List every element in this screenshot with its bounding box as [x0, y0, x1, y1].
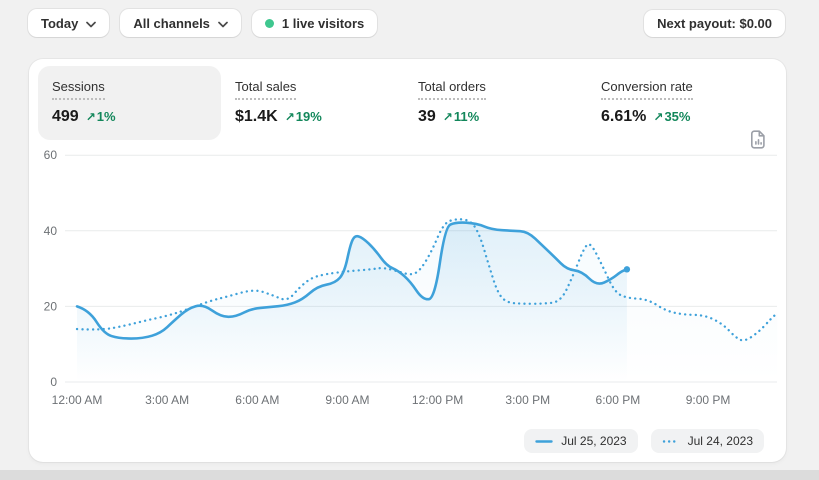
- chart-canvas: 0 20 40 60 12:00 AM 3:00 AM 6:00 AM 9:00 AM 12:0…: [44, 148, 779, 407]
- date-range-button[interactable]: Today: [28, 9, 110, 37]
- solid-line-swatch-icon: [535, 439, 553, 443]
- report-chart-icon[interactable]: [749, 129, 768, 155]
- live-visitors-button[interactable]: 1 live visitors: [251, 9, 378, 37]
- metric-value: 6.61%: [601, 107, 647, 125]
- svg-text:3:00 AM: 3:00 AM: [145, 393, 189, 407]
- chevron-down-icon: [218, 16, 228, 31]
- date-range-label: Today: [41, 15, 79, 31]
- live-visitors-label: 1 live visitors: [281, 15, 365, 31]
- up-right-arrow-icon: ↗: [653, 109, 664, 124]
- dotted-line-swatch-icon: [662, 439, 680, 443]
- topbar: Today All channels 1 live visitors Next …: [0, 0, 819, 46]
- svg-text:6:00 PM: 6:00 PM: [596, 393, 641, 407]
- live-dot-icon: [264, 18, 274, 28]
- tab-total-sales[interactable]: Total sales $1.4K ↗19%: [221, 66, 404, 140]
- metric-value: $1.4K: [235, 107, 278, 125]
- svg-text:3:00 PM: 3:00 PM: [505, 393, 550, 407]
- svg-text:60: 60: [44, 148, 58, 162]
- sessions-chart: 0 20 40 60 12:00 AM 3:00 AM 6:00 AM 9:00 AM 12:0…: [29, 147, 785, 419]
- channels-label: All channels: [133, 15, 210, 31]
- metric-delta: ↗1%: [85, 108, 116, 124]
- up-right-arrow-icon: ↗: [85, 109, 96, 124]
- metric-label: Total orders: [418, 79, 486, 100]
- viewport-bottom-edge: [0, 470, 819, 480]
- metric-label: Total sales: [235, 79, 297, 100]
- metric-tabs: Sessions 499 ↗1% Total sales $1.4K ↗19% …: [29, 59, 786, 140]
- chart-legend: Jul 25, 2023 Jul 24, 2023: [524, 429, 764, 453]
- analytics-card: Sessions 499 ↗1% Total sales $1.4K ↗19% …: [29, 59, 786, 462]
- metric-label: Conversion rate: [601, 79, 693, 100]
- svg-text:12:00 AM: 12:00 AM: [52, 393, 103, 407]
- next-payout-button[interactable]: Next payout: $0.00: [644, 9, 785, 37]
- metric-delta: ↗19%: [284, 108, 322, 124]
- svg-text:6:00 AM: 6:00 AM: [235, 393, 279, 407]
- up-right-arrow-icon: ↗: [284, 109, 295, 124]
- tab-sessions[interactable]: Sessions 499 ↗1%: [38, 66, 221, 140]
- next-payout-label: Next payout: $0.00: [657, 15, 772, 31]
- svg-text:9:00 PM: 9:00 PM: [686, 393, 731, 407]
- chevron-down-icon: [86, 16, 97, 31]
- svg-text:0: 0: [50, 375, 57, 389]
- svg-text:40: 40: [44, 224, 58, 238]
- metric-delta: ↗11%: [442, 108, 480, 124]
- metric-value: 499: [52, 107, 79, 125]
- legend-item-jul-24[interactable]: Jul 24, 2023: [650, 429, 764, 453]
- legend-label: Jul 25, 2023: [561, 434, 627, 448]
- tab-conversion-rate[interactable]: Conversion rate 6.61% ↗35%: [587, 66, 770, 140]
- tab-total-orders[interactable]: Total orders 39 ↗11%: [404, 66, 587, 140]
- metric-label: Sessions: [52, 79, 105, 100]
- svg-text:20: 20: [44, 299, 58, 313]
- metric-value: 39: [418, 107, 436, 125]
- up-right-arrow-icon: ↗: [442, 109, 453, 124]
- channels-button[interactable]: All channels: [120, 9, 241, 37]
- legend-label: Jul 24, 2023: [687, 434, 753, 448]
- metric-delta: ↗35%: [653, 108, 691, 124]
- svg-text:12:00 PM: 12:00 PM: [412, 393, 463, 407]
- svg-text:9:00 AM: 9:00 AM: [325, 393, 369, 407]
- legend-item-jul-25[interactable]: Jul 25, 2023: [524, 429, 638, 453]
